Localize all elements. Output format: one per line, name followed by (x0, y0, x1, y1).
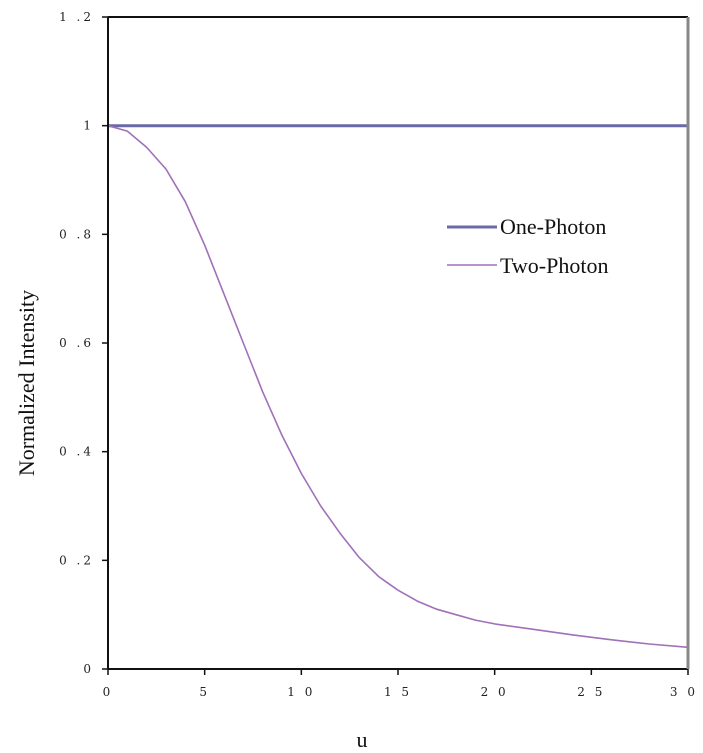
y-axis-title: Normalized Intensity (14, 290, 39, 476)
legend: One-Photon Two-Photon (447, 214, 608, 278)
series-line-two-photon (107, 124, 689, 649)
series-layer (107, 124, 689, 649)
y-tick-label: 0 .8 (59, 227, 94, 241)
y-tick-label: 0 .2 (59, 553, 94, 567)
x-tick-label: 1 0 (287, 685, 315, 699)
x-tick-label: 2 0 (481, 685, 509, 699)
y-tick-label: 0 .6 (59, 336, 94, 350)
legend-label-two-photon: Two-Photon (500, 253, 608, 278)
y-tick-label: 0 .4 (59, 445, 94, 459)
x-tick-label: 0 (103, 685, 114, 699)
x-tick-label: 2 5 (577, 685, 605, 699)
ticks-layer: 0 0 .2 0 .4 0 .6 0 .8 1 1 .2 0 5 1 0 1 5 2 0 2 5 3 0 (59, 10, 698, 699)
x-tick-label: 5 (199, 685, 210, 699)
y-tick-label: 1 .2 (59, 10, 94, 24)
legend-label-one-photon: One-Photon (500, 214, 606, 239)
plot-area (108, 17, 688, 669)
x-tick-label: 3 0 (670, 685, 698, 699)
y-tick-label: 1 (83, 119, 94, 133)
y-tick-label: 0 (83, 662, 94, 676)
x-tick-label: 1 5 (384, 685, 412, 699)
x-axis-title: u (357, 727, 368, 752)
